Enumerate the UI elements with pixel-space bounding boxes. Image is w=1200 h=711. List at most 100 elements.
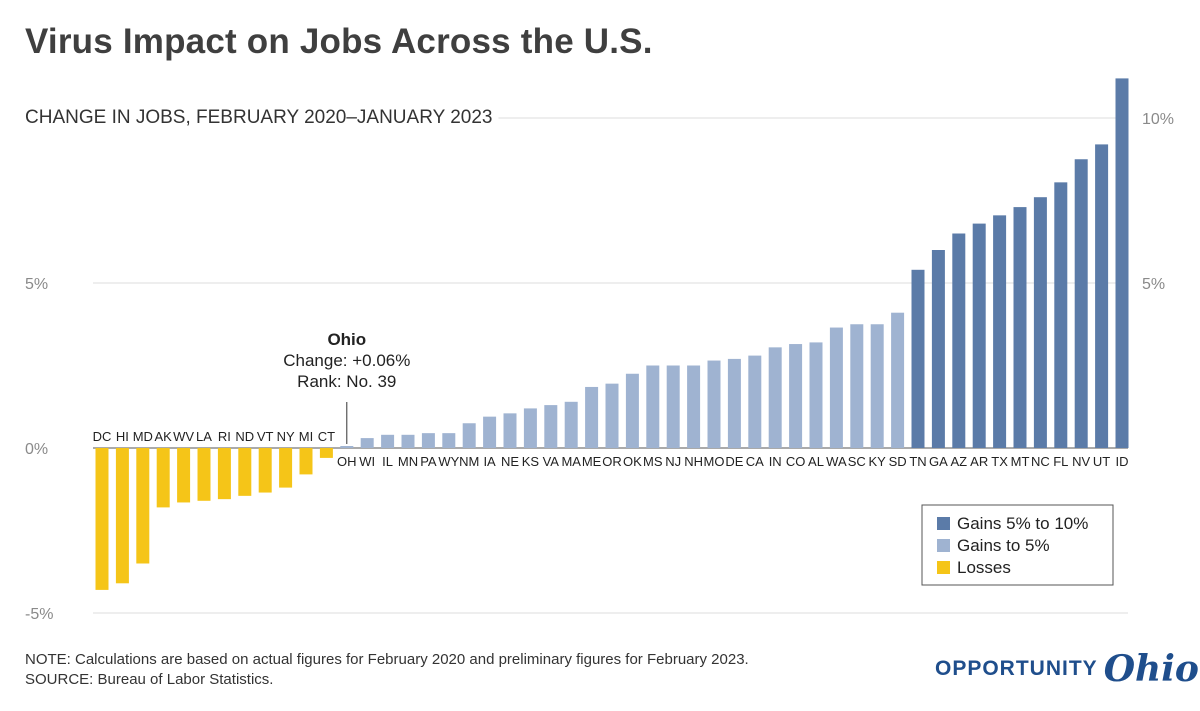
legend-box — [921, 504, 1114, 586]
chart-subtitle: CHANGE IN JOBS, FEBRUARY 2020–JANUARY 20… — [25, 107, 492, 128]
bar-ga — [931, 250, 945, 448]
bar-ok — [625, 373, 639, 448]
x-tick-label: NH — [684, 454, 703, 469]
logo-text: OPPORTUNITY — [935, 657, 1098, 680]
bar-or — [605, 383, 619, 448]
x-tick-label: AL — [808, 454, 824, 469]
bar-nd — [238, 448, 252, 496]
bar-vt — [258, 448, 272, 493]
bar-mi — [299, 448, 313, 475]
x-tick-label: KY — [869, 454, 887, 469]
logo-script: Ohio — [1103, 648, 1199, 690]
x-tick-label: OR — [602, 454, 622, 469]
x-tick-label: KS — [522, 454, 540, 469]
bar-ms — [646, 365, 660, 448]
x-tick-label: NJ — [665, 454, 681, 469]
x-tick-label: IL — [382, 454, 393, 469]
x-tick-label: UT — [1093, 454, 1110, 469]
bar-nj — [666, 365, 680, 448]
bar-ar — [972, 223, 986, 448]
x-tick-label: MA — [561, 454, 581, 469]
legend-label: Gains 5% to 10% — [957, 514, 1088, 533]
y-tick-label-right: 5% — [1142, 276, 1165, 293]
x-tick-label: ID — [1116, 454, 1129, 469]
bar-wi — [360, 438, 374, 448]
annotation-line: Change: +0.06% — [283, 351, 410, 370]
bar-de — [727, 358, 741, 448]
y-tick-label-left: 0% — [25, 441, 48, 458]
bar-tx — [993, 215, 1007, 448]
x-tick-label: MN — [398, 454, 418, 469]
bar-il — [381, 434, 395, 448]
bar-ks — [523, 408, 537, 448]
x-tick-label: AK — [155, 429, 173, 444]
bar-mo — [707, 360, 721, 448]
x-tick-label: HI — [116, 429, 129, 444]
x-tick-label: WV — [173, 429, 194, 444]
x-tick-label: OH — [337, 454, 357, 469]
chart-title: Virus Impact on Jobs Across the U.S. — [25, 22, 653, 61]
bar-va — [544, 405, 558, 448]
x-tick-label: TX — [991, 454, 1008, 469]
bar-id — [1115, 78, 1129, 449]
bar-sc — [850, 324, 864, 448]
bar-me — [585, 386, 599, 448]
x-tick-label: IA — [483, 454, 496, 469]
bar-nm — [462, 423, 476, 448]
subtitle-background — [23, 105, 499, 130]
bar-ri — [217, 448, 231, 500]
x-tick-label: TN — [909, 454, 926, 469]
bar-ct — [319, 448, 333, 458]
bar-nv — [1074, 159, 1088, 448]
bar-pa — [421, 433, 435, 448]
x-tick-label: NV — [1072, 454, 1090, 469]
x-tick-label: WY — [438, 454, 459, 469]
x-tick-label: IN — [769, 454, 782, 469]
bar-ut — [1095, 144, 1109, 448]
legend-swatch — [937, 517, 950, 530]
bar-wy — [442, 433, 456, 448]
x-tick-label: MI — [299, 429, 313, 444]
bar-dc — [95, 448, 109, 590]
bar-mn — [401, 434, 415, 448]
x-tick-label: CT — [318, 429, 335, 444]
y-tick-label-left: 5% — [25, 276, 48, 293]
x-tick-label: NM — [459, 454, 479, 469]
x-tick-label: SD — [889, 454, 907, 469]
x-tick-label: FL — [1053, 454, 1068, 469]
x-tick-label: MT — [1011, 454, 1030, 469]
bar-in — [768, 347, 782, 448]
bar-nc — [1033, 197, 1047, 448]
bar-ny — [279, 448, 293, 488]
bar-sd — [891, 312, 905, 448]
x-tick-label: DE — [725, 454, 743, 469]
legend-label: Gains to 5% — [957, 536, 1050, 555]
x-tick-label: MO — [704, 454, 725, 469]
bar-ma — [564, 401, 578, 448]
bar-ne — [503, 413, 517, 448]
bar-oh — [340, 446, 354, 448]
x-tick-label: DC — [93, 429, 112, 444]
bar-wa — [829, 327, 843, 448]
x-tick-label: ND — [235, 429, 254, 444]
legend-swatch — [937, 539, 950, 552]
y-tick-label-right: 10% — [1142, 111, 1174, 128]
x-tick-label: NY — [277, 429, 295, 444]
bar-mt — [1013, 207, 1027, 448]
legend-swatch — [937, 561, 950, 574]
source-text: SOURCE: Bureau of Labor Statistics. — [25, 671, 274, 688]
bar-nh — [687, 365, 701, 448]
opportunity-ohio-logo: OPPORTUNITY Ohio — [935, 648, 1199, 692]
footnote: NOTE: Calculations are based on actual f… — [25, 650, 749, 690]
bar-az — [952, 233, 966, 448]
bar-hi — [115, 448, 129, 584]
x-tick-label: PA — [420, 454, 437, 469]
bar-la — [197, 448, 211, 501]
y-tick-label-left: -5% — [25, 606, 53, 623]
bar-al — [809, 342, 823, 448]
bar-ia — [483, 416, 497, 448]
bar-wv — [177, 448, 191, 503]
x-tick-label: VT — [257, 429, 274, 444]
x-tick-label: VA — [543, 454, 560, 469]
x-tick-label: AZ — [950, 454, 967, 469]
